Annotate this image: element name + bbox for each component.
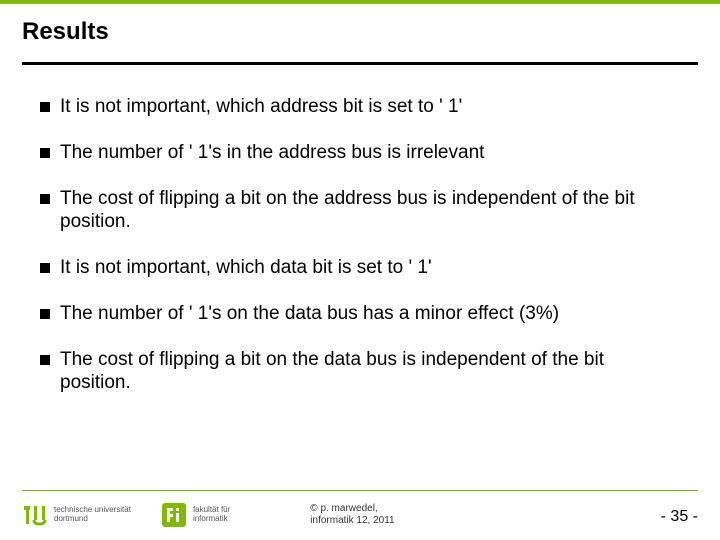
bullet-item: It is not important, which address bit i… (40, 95, 680, 119)
bullet-text: The cost of flipping a bit on the addres… (60, 187, 680, 235)
page-suffix: - (688, 508, 698, 525)
footer-rule (22, 490, 698, 491)
bullet-marker-icon (40, 102, 50, 112)
bullet-marker-icon (40, 263, 50, 273)
bullet-text: It is not important, which address bit i… (60, 95, 680, 119)
bullet-text: The number of ' 1's in the address bus i… (60, 141, 680, 165)
page-prefix: - (661, 508, 671, 525)
copyright: © p. marwedel, informatik 12, 2011 (310, 503, 394, 527)
bullet-text: It is not important, which data bit is s… (60, 256, 680, 280)
slide: Results It is not important, which addre… (0, 0, 720, 540)
footer: technische universitätdortmund fakultät … (0, 490, 720, 540)
copyright-line: informatik 12, 2011 (310, 515, 394, 527)
fi-logo-label: fakultät fürinformatik (193, 506, 230, 524)
page-number-value: 35 (670, 508, 688, 525)
tu-dortmund-logo: technische universitätdortmund (22, 502, 131, 528)
bullet-item: The cost of flipping a bit on the addres… (40, 187, 680, 235)
bullet-text: The cost of flipping a bit on the data b… (60, 348, 680, 396)
bullet-item: The number of ' 1's in the address bus i… (40, 141, 680, 165)
content-area: It is not important, which address bit i… (0, 65, 720, 540)
bullet-item: It is not important, which data bit is s… (40, 256, 680, 280)
copyright-line: © p. marwedel, (310, 503, 394, 515)
tu-logo-icon (22, 502, 48, 528)
fi-logo-icon (161, 502, 187, 528)
bullet-item: The cost of flipping a bit on the data b… (40, 348, 680, 396)
bullet-text: The number of ' 1's on the data bus has … (60, 302, 680, 326)
bullet-marker-icon (40, 194, 50, 204)
tu-logo-label: technische universitätdortmund (54, 506, 131, 524)
fi-logo: fakultät fürinformatik (161, 502, 230, 528)
slide-title: Results (22, 18, 698, 46)
bullet-marker-icon (40, 309, 50, 319)
title-block: Results (0, 4, 720, 52)
page-number: - 35 - (661, 508, 698, 526)
bullet-marker-icon (40, 148, 50, 158)
bullet-item: The number of ' 1's on the data bus has … (40, 302, 680, 326)
bullet-marker-icon (40, 355, 50, 365)
